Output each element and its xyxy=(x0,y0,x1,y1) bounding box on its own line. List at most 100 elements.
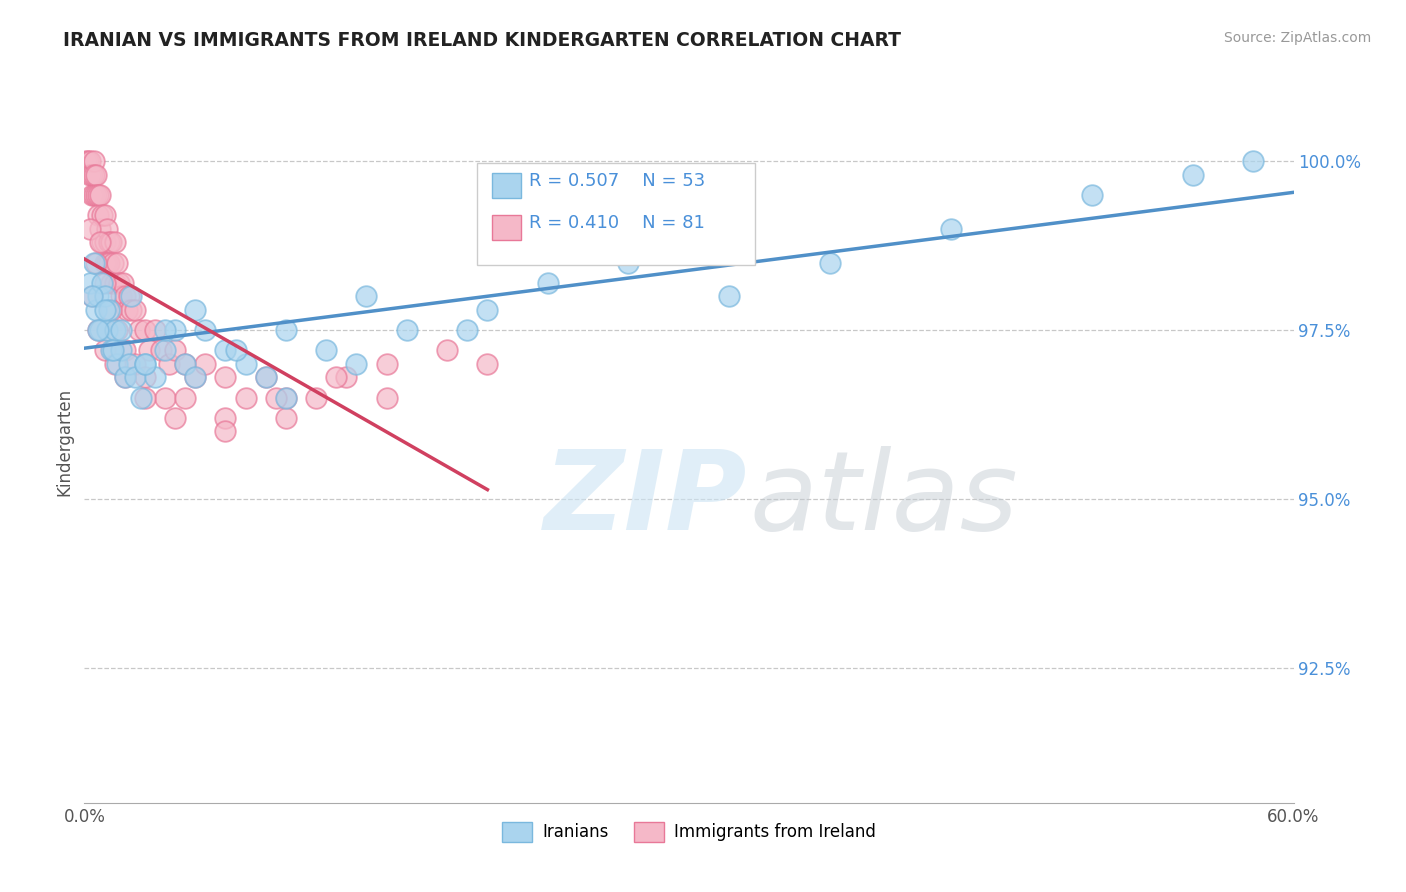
Point xyxy=(93,235,115,250)
Point xyxy=(153,323,176,337)
Point xyxy=(274,411,297,425)
Point xyxy=(114,370,136,384)
Point xyxy=(939,222,962,236)
Y-axis label: Kindergarten: Kindergarten xyxy=(55,387,73,496)
Point xyxy=(96,255,118,269)
Point xyxy=(83,168,105,182)
Point xyxy=(165,343,187,358)
Point xyxy=(82,168,104,182)
Point xyxy=(194,323,217,337)
Point xyxy=(96,323,118,337)
Point xyxy=(375,357,398,371)
Point xyxy=(315,343,337,358)
Point xyxy=(100,302,122,317)
Point xyxy=(143,370,166,384)
Legend: Iranians, Immigrants from Ireland: Iranians, Immigrants from Ireland xyxy=(496,815,882,848)
Point xyxy=(134,391,156,405)
Point xyxy=(82,188,104,202)
Point xyxy=(83,188,105,202)
Point xyxy=(143,323,166,337)
Point xyxy=(153,343,176,358)
Point xyxy=(134,357,156,371)
Point xyxy=(96,222,118,236)
Point xyxy=(718,289,741,303)
Text: ZIP: ZIP xyxy=(544,446,748,553)
Point xyxy=(104,276,127,290)
Point xyxy=(87,289,110,303)
Point xyxy=(87,323,110,337)
Point xyxy=(101,343,124,358)
Point xyxy=(100,276,122,290)
Point xyxy=(124,357,146,371)
Point xyxy=(818,255,841,269)
Point xyxy=(89,222,111,236)
Point xyxy=(86,188,108,202)
Point xyxy=(305,391,328,405)
Point xyxy=(477,302,499,317)
Point xyxy=(436,343,458,358)
Point xyxy=(105,357,128,371)
Point xyxy=(114,289,136,303)
Text: R = 0.410    N = 81: R = 0.410 N = 81 xyxy=(529,214,706,232)
Point xyxy=(174,357,197,371)
Point xyxy=(93,208,115,222)
Point xyxy=(93,302,115,317)
Point xyxy=(134,357,156,371)
Point xyxy=(120,289,142,303)
Point xyxy=(225,343,247,358)
Point xyxy=(104,235,127,250)
Point xyxy=(79,276,101,290)
Point xyxy=(118,357,141,371)
Point xyxy=(82,289,104,303)
Point xyxy=(91,276,114,290)
Point xyxy=(264,391,287,405)
Point xyxy=(138,343,160,358)
Point xyxy=(87,188,110,202)
Text: atlas: atlas xyxy=(749,446,1018,553)
Point xyxy=(118,289,141,303)
Point xyxy=(100,343,122,358)
Point xyxy=(165,411,187,425)
Point xyxy=(89,323,111,337)
Point xyxy=(91,235,114,250)
Point xyxy=(395,323,418,337)
Point xyxy=(149,343,172,358)
Point xyxy=(114,370,136,384)
Point xyxy=(83,154,105,169)
FancyBboxPatch shape xyxy=(492,173,520,198)
Point xyxy=(174,391,197,405)
Point xyxy=(254,370,277,384)
Point xyxy=(100,235,122,250)
Text: Source: ZipAtlas.com: Source: ZipAtlas.com xyxy=(1223,31,1371,45)
Point xyxy=(214,425,236,439)
Point xyxy=(83,255,105,269)
Point xyxy=(346,357,368,371)
FancyBboxPatch shape xyxy=(492,215,520,240)
Point xyxy=(184,302,207,317)
Text: R = 0.507    N = 53: R = 0.507 N = 53 xyxy=(529,172,706,190)
Point xyxy=(104,357,127,371)
Point xyxy=(129,391,152,405)
Point xyxy=(165,323,187,337)
Point xyxy=(356,289,378,303)
Point xyxy=(101,255,124,269)
Point xyxy=(235,391,257,405)
Point xyxy=(105,255,128,269)
Point xyxy=(617,255,640,269)
Point xyxy=(157,357,180,371)
Point xyxy=(93,255,115,269)
Point xyxy=(254,370,277,384)
Point xyxy=(91,208,114,222)
Point xyxy=(87,208,110,222)
Point xyxy=(110,343,132,358)
Point xyxy=(86,255,108,269)
Point xyxy=(93,289,115,303)
Point xyxy=(79,154,101,169)
Point xyxy=(134,370,156,384)
Point xyxy=(184,370,207,384)
Point xyxy=(214,343,236,358)
Point xyxy=(274,323,297,337)
Point xyxy=(120,302,142,317)
Point xyxy=(214,370,236,384)
Point xyxy=(97,302,120,317)
